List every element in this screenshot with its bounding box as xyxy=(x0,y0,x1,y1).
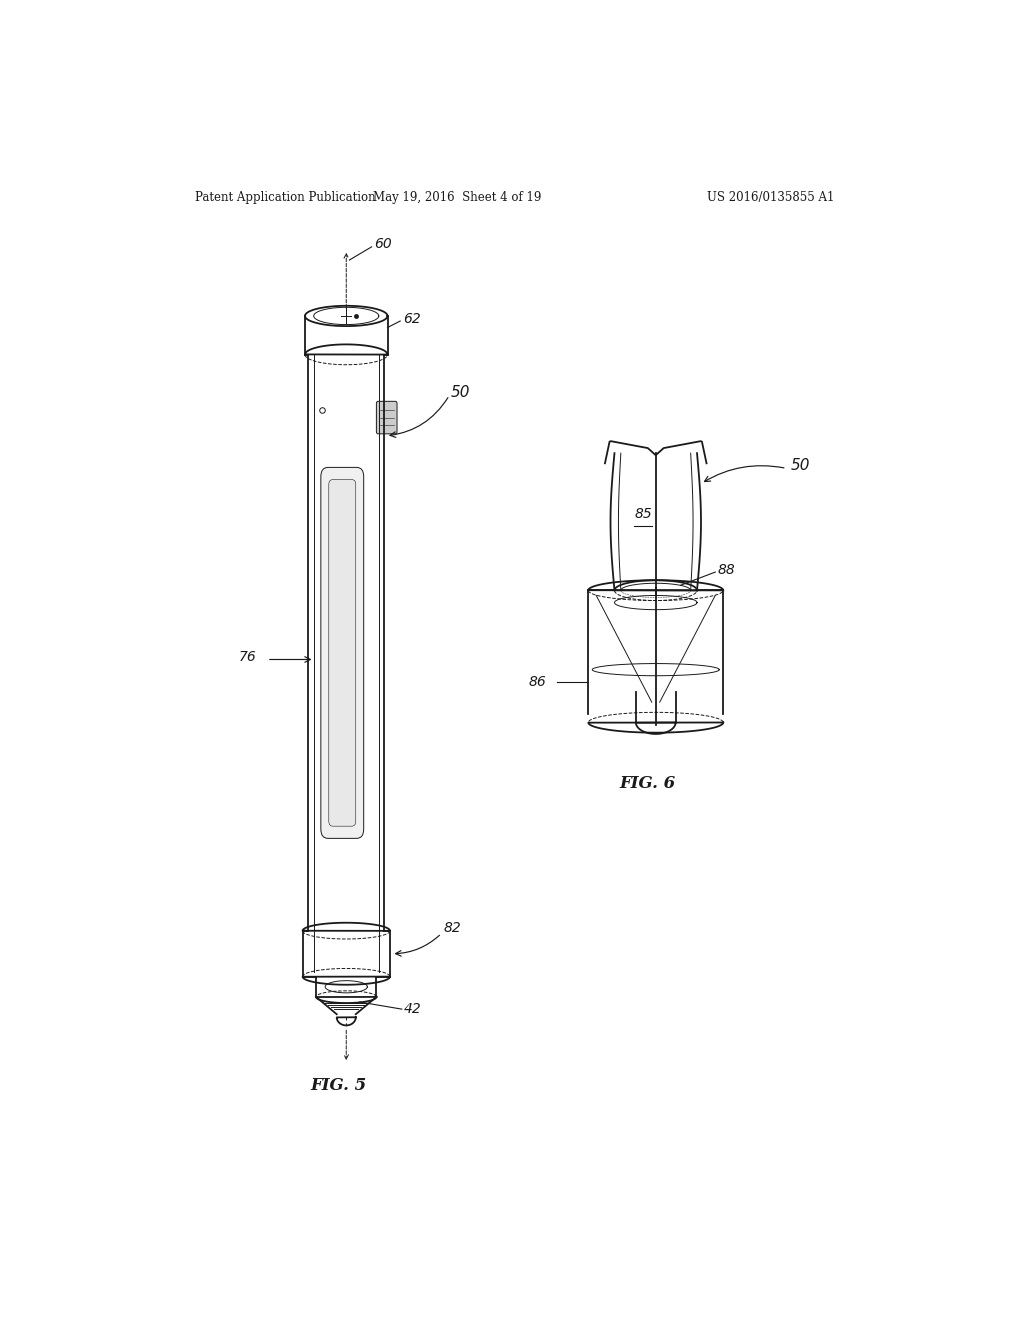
FancyBboxPatch shape xyxy=(329,479,355,826)
Text: 76: 76 xyxy=(240,651,257,664)
Text: May 19, 2016  Sheet 4 of 19: May 19, 2016 Sheet 4 of 19 xyxy=(373,190,542,203)
Text: FIG. 5: FIG. 5 xyxy=(310,1077,367,1094)
Text: 60: 60 xyxy=(374,236,392,251)
Text: 82: 82 xyxy=(443,921,462,936)
Text: 88: 88 xyxy=(718,564,735,577)
Text: 50: 50 xyxy=(791,458,810,473)
Text: 86: 86 xyxy=(528,675,547,689)
Text: 42: 42 xyxy=(404,1002,422,1016)
Text: Patent Application Publication: Patent Application Publication xyxy=(196,190,376,203)
Text: 85: 85 xyxy=(635,507,652,521)
Text: US 2016/0135855 A1: US 2016/0135855 A1 xyxy=(708,190,835,203)
FancyBboxPatch shape xyxy=(321,467,364,838)
Text: 50: 50 xyxy=(451,384,470,400)
Text: 62: 62 xyxy=(403,312,421,326)
Text: FIG. 6: FIG. 6 xyxy=(620,775,676,792)
FancyBboxPatch shape xyxy=(377,401,397,434)
